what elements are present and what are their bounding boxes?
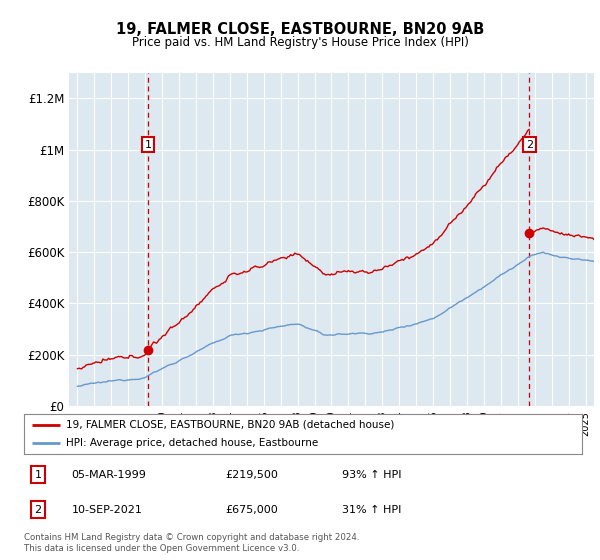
Text: £219,500: £219,500	[225, 470, 278, 479]
Text: Contains HM Land Registry data © Crown copyright and database right 2024.
This d: Contains HM Land Registry data © Crown c…	[24, 533, 359, 553]
Text: 1: 1	[34, 470, 41, 479]
Text: 93% ↑ HPI: 93% ↑ HPI	[342, 470, 401, 479]
Text: 05-MAR-1999: 05-MAR-1999	[71, 470, 146, 479]
Text: £675,000: £675,000	[225, 505, 278, 515]
Text: HPI: Average price, detached house, Eastbourne: HPI: Average price, detached house, East…	[66, 438, 318, 448]
Text: 10-SEP-2021: 10-SEP-2021	[71, 505, 142, 515]
Text: 2: 2	[34, 505, 41, 515]
Text: 1: 1	[145, 139, 152, 150]
Text: 31% ↑ HPI: 31% ↑ HPI	[342, 505, 401, 515]
Text: 19, FALMER CLOSE, EASTBOURNE, BN20 9AB (detached house): 19, FALMER CLOSE, EASTBOURNE, BN20 9AB (…	[66, 420, 394, 430]
Text: Price paid vs. HM Land Registry's House Price Index (HPI): Price paid vs. HM Land Registry's House …	[131, 36, 469, 49]
Text: 19, FALMER CLOSE, EASTBOURNE, BN20 9AB: 19, FALMER CLOSE, EASTBOURNE, BN20 9AB	[116, 22, 484, 38]
Text: 2: 2	[526, 139, 533, 150]
